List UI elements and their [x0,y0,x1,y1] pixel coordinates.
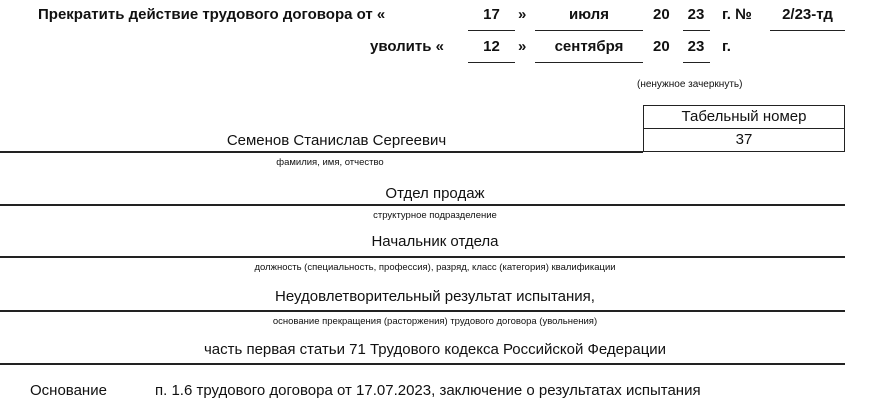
caption: основание прекращения (расторжения) труд… [272,316,598,327]
position: Начальник отдела [371,233,499,250]
dismiss-month: сентября [554,38,624,55]
underline [683,62,710,63]
underline [683,30,710,31]
number-label: г. № [722,6,752,23]
underline [770,30,845,31]
year-prefix: 20 [653,38,670,55]
dismiss-year: 23 [687,38,705,55]
underline [0,256,845,258]
underline [535,30,643,31]
close-quote: » [518,38,527,55]
caption: должность (специальность, профессия), ра… [254,262,616,273]
personnel-value-cell: 37 [643,128,845,152]
underline [0,204,845,206]
personnel-label-cell: Табельный номер [643,105,845,129]
basis-value: п. 1.6 трудового договора от 17.07.2023,… [155,382,701,399]
terminate-label: Прекратить действие трудового договора о… [38,6,386,23]
underline [0,310,845,312]
contract-year: 23 [687,6,705,23]
employee-name: Семенов Станислав Сергеевич [226,132,447,149]
underline [468,30,515,31]
caption: структурное подразделение [373,210,497,221]
caption: фамилия, имя, отчество [276,157,384,168]
year-prefix: 20 [653,6,670,23]
basis-label: Основание [30,382,107,399]
legal-article: часть первая статьи 71 Трудового кодекса… [203,341,667,358]
underline [0,363,845,365]
contract-day: 17 [483,6,500,23]
contract-number: 2/23-тд [782,6,833,23]
close-quote: » [518,6,527,23]
department: Отдел продаж [385,185,485,202]
termination-reason: Неудовлетворительный результат испытания… [275,288,595,305]
dismiss-label: уволить « [370,38,444,55]
personnel-number: 37 [735,131,753,148]
dismiss-day: 12 [483,38,500,55]
personnel-label: Табельный номер [681,108,807,125]
contract-month: июля [569,6,609,23]
underline [0,151,643,153]
underline [468,62,515,63]
year-suffix: г. [722,38,731,55]
underline [535,62,643,63]
strike-note: (ненужное зачеркнуть) [637,79,743,90]
